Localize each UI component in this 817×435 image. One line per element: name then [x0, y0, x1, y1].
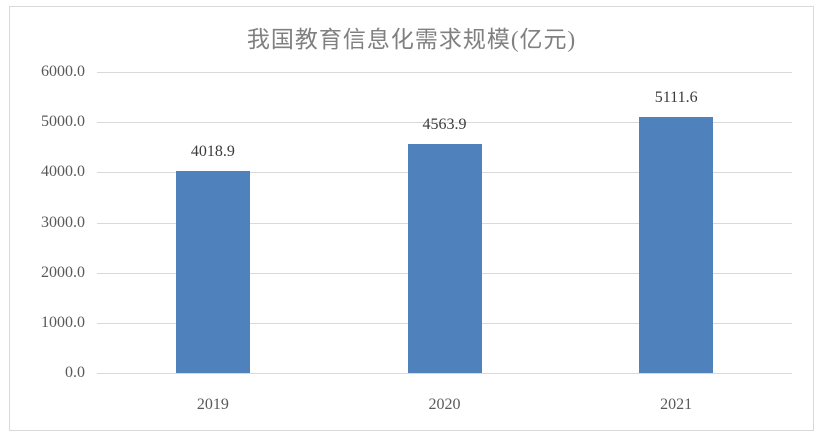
y-tick-label: 2000.0: [41, 263, 85, 281]
bar-value-label: 4563.9: [422, 116, 467, 134]
y-tick-label: 6000.0: [41, 63, 85, 80]
y-tick-label: 3000.0: [41, 213, 85, 231]
y-tick-label: 0.0: [65, 364, 85, 381]
y-tick-label: 5000.0: [41, 113, 85, 131]
chart-title: 我国教育信息化需求规模(亿元): [246, 27, 577, 52]
plot-area: 0.0 1000.0 2000.0 3000.0 4000.0 5000.0 6000.0 …: [41, 63, 792, 413]
gridline: [97, 72, 792, 73]
bar-2021: [639, 116, 714, 373]
y-tick-label: 4000.0: [41, 163, 85, 181]
x-tick-label: 2020: [428, 396, 461, 413]
bar-2020: [407, 144, 482, 373]
bar-value-label: 5111.6: [654, 88, 698, 106]
bar-value-label: 4018.9: [190, 143, 235, 161]
x-tick-label: 2021: [660, 396, 693, 413]
x-tick-label: 2019: [196, 396, 229, 413]
bar-2019: [175, 171, 250, 373]
chart-area: 我国教育信息化需求规模(亿元) 0.0 1000.0 2000.0 3000.0 400…: [9, 6, 814, 431]
y-tick-label: 1000.0: [41, 313, 85, 331]
gridline: [97, 122, 792, 124]
x-axis-line: [97, 373, 792, 374]
